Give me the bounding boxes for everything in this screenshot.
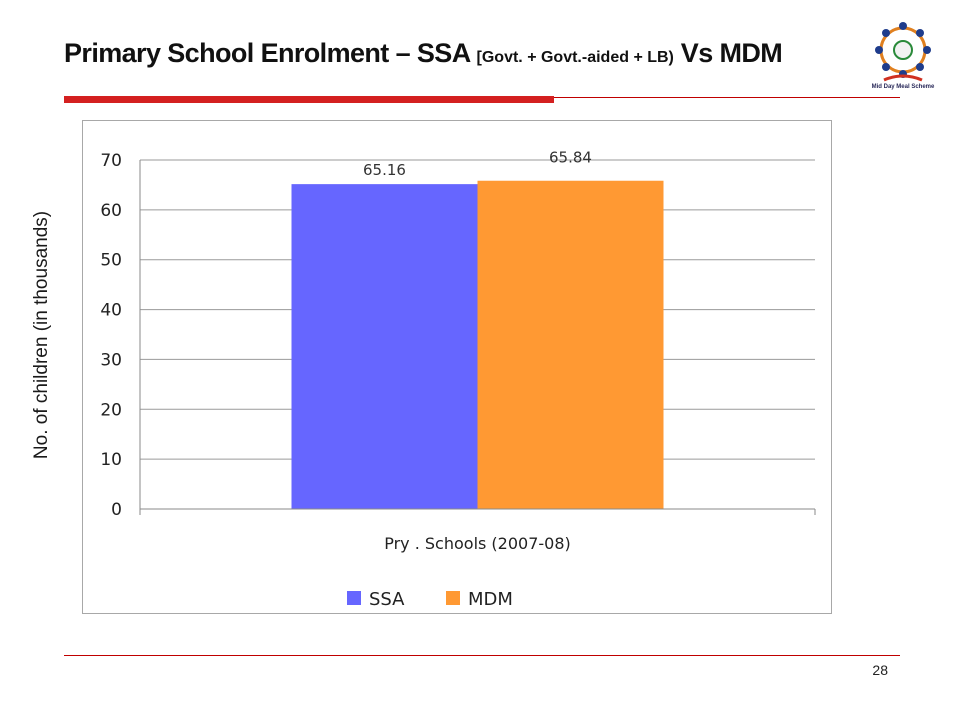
x-category-label: Pry . Schools (2007-08) [384,534,571,553]
bars [291,180,664,509]
title-subtitle: [Govt. + Govt.-aided + LB) [476,49,674,66]
footer-line [64,655,900,656]
mid-day-meal-logo [875,22,931,82]
legend: SSA MDM [347,589,513,610]
bar-mdm [477,180,664,509]
legend-label-ssa: SSA [369,589,405,610]
y-tick-label: 60 [100,201,122,221]
legend-swatch-ssa [347,591,361,605]
y-tick-label: 10 [100,450,122,470]
y-tick-label: 30 [100,350,122,370]
data-labels: 65.16 65.84 [363,149,592,179]
y-tick-label: 70 [100,151,122,171]
bar-ssa [291,184,478,509]
y-tick-label: 40 [100,301,122,321]
y-tick-labels: 0 10 20 30 40 50 60 70 [100,151,122,520]
data-label: 65.16 [363,161,406,179]
logo-caption: Mid Day Meal Scheme [871,84,935,90]
y-tick-label: 20 [100,400,122,420]
data-label: 65.84 [549,149,592,167]
title-accent-bar [64,96,554,103]
legend-label-mdm: MDM [468,589,513,610]
title-accent-line [554,97,900,98]
y-tick-label: 0 [111,500,122,520]
title-end: Vs MDM [673,38,783,68]
y-tick-label: 50 [100,251,122,271]
legend-swatch-mdm [446,591,460,605]
page-number: 28 [872,662,888,678]
slide-title: Primary School Enrolment – SSA [Govt. + … [64,38,783,69]
axes: Pry . Schools (2007-08) [139,160,816,553]
title-main: Primary School Enrolment – SSA [64,38,477,68]
